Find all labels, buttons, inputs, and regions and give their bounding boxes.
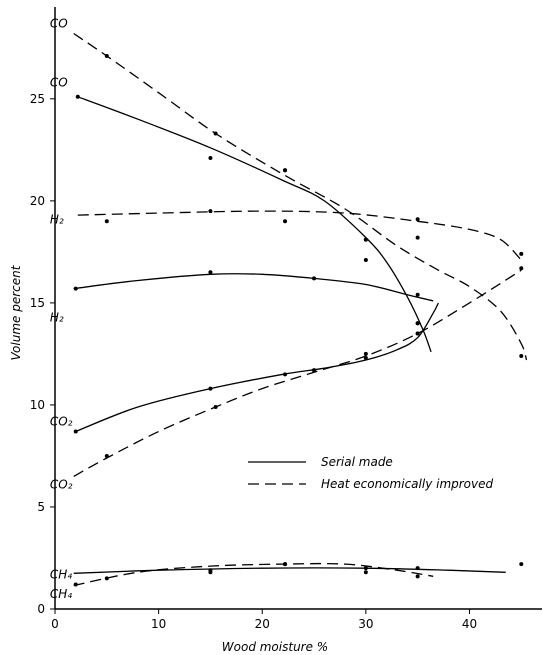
series-labels: CO CO H₂ H₂ CO₂ CO₂ CH₄ CH₄	[50, 16, 73, 600]
legend-label-dashed: Heat economically improved	[321, 477, 494, 491]
series-label-ch4-serial-made: CH₄	[50, 567, 72, 581]
data-point-co-heat-improved	[415, 321, 420, 326]
data-point-ch4-heat-improved	[73, 582, 78, 587]
data-point-h2-serial-made	[415, 292, 420, 297]
data-point-co-heat-improved	[283, 168, 288, 173]
y-tick-label: 0	[37, 602, 45, 616]
series-curves	[73, 32, 528, 587]
series-label-co-heat-improved: CO	[50, 16, 68, 30]
axes: 0 10 20 30 40 0 5 10 15 20 25	[30, 7, 542, 631]
series-line-co-serial-made	[77, 96, 432, 353]
data-point-h2-heat-improved	[519, 251, 524, 256]
x-tick-label: 40	[462, 617, 477, 631]
data-point-co-heat-improved	[519, 353, 524, 358]
y-tick-label: 25	[30, 92, 45, 106]
series-line-h2-serial-made	[73, 273, 434, 302]
data-point-h2-heat-improved	[104, 219, 109, 224]
data-point-ch4-serial-made	[363, 570, 368, 575]
data-point-h2-heat-improved	[208, 209, 213, 214]
data-point-co-heat-improved	[104, 53, 109, 58]
data-point-co2-serial-made	[73, 429, 78, 434]
data-point-co2-serial-made	[283, 372, 288, 377]
data-point-h2-serial-made	[73, 286, 78, 291]
data-point-ch4-heat-improved	[363, 566, 368, 571]
data-point-ch4-serial-made	[104, 576, 109, 581]
y-tick-label: 10	[30, 398, 45, 412]
series-line-co2-serial-made	[75, 302, 439, 433]
data-point-h2-serial-made	[208, 270, 213, 275]
data-point-h2-heat-improved	[415, 217, 420, 222]
data-point-ch4-heat-improved	[283, 562, 288, 567]
series-label-h2-heat-improved: H₂	[50, 212, 64, 226]
data-point-co2-heat-improved	[213, 404, 218, 409]
series-label-h2-serial-made: H₂	[50, 310, 64, 324]
data-point-co-heat-improved	[363, 237, 368, 242]
data-point-co2-serial-made	[363, 351, 368, 356]
data-point-co2-heat-improved	[415, 331, 420, 336]
series-line-co2-heat-improved	[73, 269, 522, 477]
data-point-ch4-serial-made	[415, 574, 420, 579]
legend: Serial made Heat economically improved	[248, 455, 494, 491]
x-tick-label: 20	[255, 617, 270, 631]
series-line-ch4-heat-improved	[73, 562, 434, 587]
x-tick-label: 0	[51, 617, 59, 631]
series-label-ch4-heat-improved: CH₄	[50, 587, 72, 601]
data-point-ch4-serial-made	[519, 562, 524, 567]
series-line-h2-heat-improved	[77, 210, 522, 261]
legend-label-solid: Serial made	[321, 455, 393, 469]
y-tick-label: 20	[30, 194, 45, 208]
data-point-co2-heat-improved	[104, 453, 109, 458]
data-point-h2-heat-improved	[363, 258, 368, 263]
data-point-h2-serial-made	[312, 276, 317, 281]
data-points	[73, 53, 524, 587]
data-point-co2-heat-improved	[519, 266, 524, 271]
data-point-co2-heat-improved	[363, 355, 368, 360]
series-line-ch4-serial-made	[73, 567, 506, 574]
y-tick-label: 15	[30, 296, 45, 310]
x-tick-label: 30	[358, 617, 373, 631]
x-axis-title: Wood moisture %	[222, 640, 328, 654]
data-point-ch4-heat-improved	[208, 568, 213, 573]
data-point-co2-serial-made	[208, 386, 213, 391]
y-tick-label: 5	[37, 500, 45, 514]
data-point-co2-heat-improved	[312, 368, 317, 373]
x-tick-label: 10	[151, 617, 166, 631]
series-label-co2-heat-improved: CO₂	[50, 478, 73, 492]
series-label-co2-serial-made: CO₂	[50, 414, 73, 428]
series-label-co-serial-made: CO	[50, 76, 68, 90]
data-point-co-serial-made	[75, 94, 80, 99]
data-point-h2-heat-improved	[283, 219, 288, 224]
data-point-ch4-heat-improved	[415, 566, 420, 571]
series-line-co-heat-improved	[73, 32, 528, 361]
data-point-co-heat-improved	[213, 131, 218, 136]
data-point-co-serial-made	[208, 156, 213, 161]
data-point-h2-heat-improved	[415, 235, 420, 240]
y-axis-title: Volume percent	[9, 264, 23, 360]
